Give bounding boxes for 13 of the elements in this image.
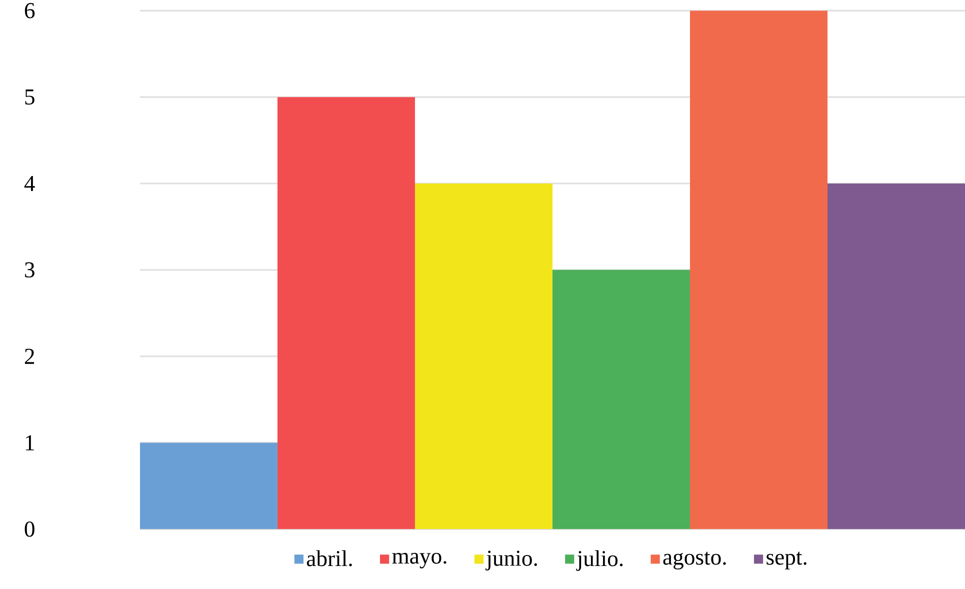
y-tick-label: 1 [26, 435, 34, 450]
legend-label: sept. [766, 552, 806, 570]
legend-label: abril. [306, 550, 352, 566]
legend-label: julio. [576, 550, 623, 571]
y-tick-label: 5 [25, 89, 34, 105]
y-tick-label: 6 [24, 2, 35, 18]
legend-label: mayo. [392, 552, 446, 568]
y-tick-label: 4 [24, 176, 35, 191]
y-tick-label: 0 [24, 521, 34, 537]
legend-label: agosto. [663, 552, 726, 570]
legend-label: junio. [486, 550, 537, 570]
y-tick-label: 2 [24, 348, 34, 364]
y-tick-label: 3 [25, 262, 34, 278]
